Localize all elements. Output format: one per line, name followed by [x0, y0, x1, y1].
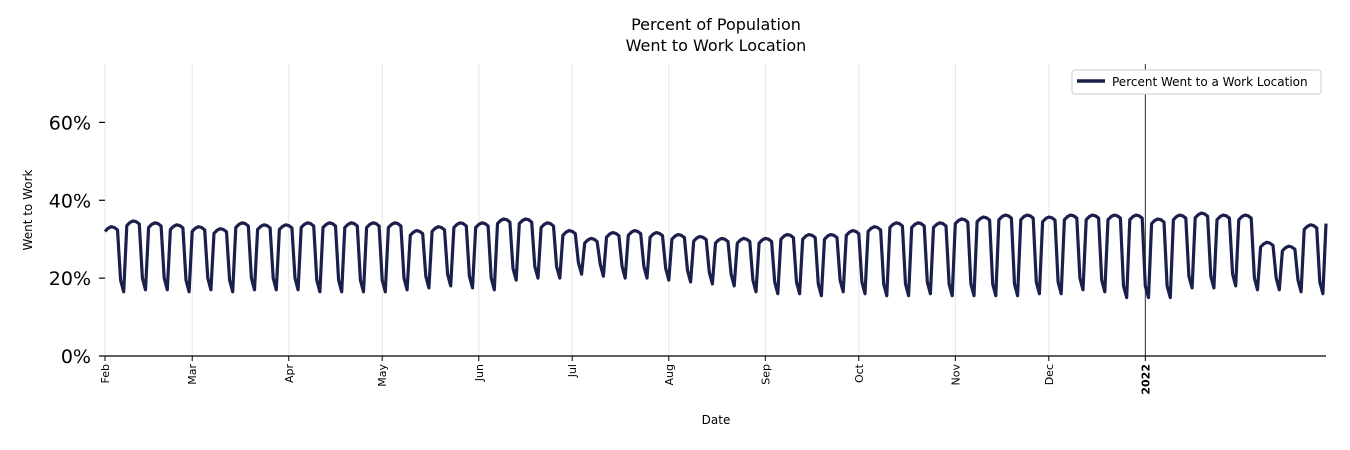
chart-title: Percent of Population Went to Work Locat…	[626, 15, 807, 55]
x-tick-label: May	[376, 364, 389, 387]
x-tick-label: 2022	[1139, 364, 1152, 395]
series-line-went-to-work	[103, 211, 1328, 300]
gridlines	[104, 64, 1146, 356]
x-tick-label: Oct	[853, 363, 866, 383]
y-axis: 0% 20% 40% 60%	[49, 112, 105, 368]
chart-title-line-2: Went to Work Location	[626, 36, 807, 55]
x-tick-label: Nov	[949, 364, 962, 386]
x-tick-label: Jun	[473, 364, 486, 382]
x-tick-label: Jul	[566, 364, 579, 378]
legend: Percent Went to a Work Location	[1071, 69, 1322, 95]
x-axis-label: Date	[702, 413, 731, 427]
x-tick-label: Sep	[759, 364, 772, 385]
x-axis: Feb Mar Apr May Jun Jul Aug Sep Oct Nov Dec 2022	[99, 355, 1326, 395]
x-tick-label: Feb	[99, 364, 112, 383]
y-tick-label: 60%	[49, 112, 91, 134]
x-tick-label: Apr	[283, 364, 296, 384]
y-tick-label: 40%	[49, 190, 91, 212]
y-axis-label: Went to Work	[21, 169, 35, 250]
chart-title-line-1: Percent of Population	[631, 15, 801, 34]
legend-box	[1071, 69, 1322, 95]
x-tick-label: Aug	[663, 364, 676, 385]
y-tick-label: 0%	[61, 346, 91, 368]
legend-label: Percent Went to a Work Location	[1112, 75, 1308, 89]
y-tick-label: 20%	[49, 268, 91, 290]
x-tick-label: Mar	[186, 364, 199, 385]
x-tick-label: Dec	[1043, 364, 1056, 385]
